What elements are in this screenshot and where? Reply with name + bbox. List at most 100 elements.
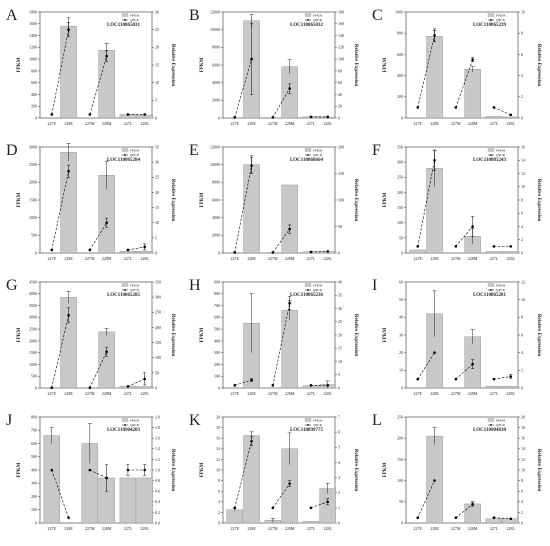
qpcr-point — [288, 482, 291, 485]
left-tick-label: 4500 — [29, 279, 37, 284]
legend-fpkm-label: FPKM — [313, 14, 322, 18]
qpcr-line — [51, 469, 69, 518]
left-tick-label: 0 — [218, 520, 220, 525]
legend-qpcr-marker — [490, 19, 492, 21]
panel-G: GLOC110865285FPKMQPCR0500100015002000250… — [6, 277, 175, 396]
qpcr-point — [88, 248, 92, 252]
legend-qpcr-marker — [307, 424, 309, 426]
qpcr-line — [89, 351, 107, 388]
qpcr-point — [67, 516, 70, 519]
right-tick-label: 1.4 — [155, 446, 160, 451]
panel-F: FLOC110885243FPKMQPCR0501001502002503003… — [372, 142, 541, 261]
left-tick-label: 800 — [31, 68, 37, 73]
panel-letter: K — [189, 412, 201, 429]
fpkm-bar — [119, 477, 137, 524]
qpcr-line — [493, 517, 511, 520]
category-label: 228M — [468, 121, 478, 126]
qpcr-point — [471, 58, 474, 61]
y-axis-label-left: FPKM — [200, 192, 205, 207]
right-tick-label: 2.0 — [155, 414, 160, 419]
category-label: 228E — [247, 526, 256, 531]
legend-fpkm-swatch — [487, 418, 495, 422]
category-label: 227L — [124, 256, 133, 261]
qpcr-line — [493, 376, 511, 380]
right-tick-label: 5 — [338, 445, 340, 450]
right-tick-label: 15 — [338, 346, 342, 351]
y-axis-label-right: Relative Expression — [170, 44, 175, 86]
category-label: 227E — [48, 526, 57, 531]
legend-fpkm-swatch — [487, 13, 495, 17]
left-tick-label: 0 — [218, 385, 220, 390]
qpcr-line — [455, 226, 473, 247]
y-axis-label-left: FPKM — [383, 192, 388, 207]
panel-letter: B — [189, 7, 200, 24]
left-tick-label: 500 — [31, 374, 37, 379]
right-tick-label: 6 — [521, 332, 523, 337]
right-tick-label: 10 — [521, 467, 525, 472]
qpcr-point — [126, 113, 130, 116]
left-tick-label: 50 — [399, 499, 403, 504]
qpcr-point — [105, 350, 108, 353]
legend-qpcr-label: QPCR — [496, 288, 506, 292]
left-tick-label: 600 — [397, 52, 403, 57]
panel-B: BLOC110865032FPKMQPCR0200040006000800010… — [189, 7, 358, 126]
category-label: 227E — [231, 526, 240, 531]
qpcr-point — [288, 227, 291, 231]
fpkm-bar — [464, 503, 481, 524]
right-tick-label: 4 — [521, 499, 523, 504]
category-label: 228E — [247, 391, 256, 396]
legend-qpcr-label: QPCR — [313, 18, 323, 22]
right-tick-label: 0.6 — [155, 489, 160, 494]
category-label: 228M — [285, 121, 295, 126]
right-tick-label: 14 — [521, 158, 525, 163]
qpcr-point — [326, 250, 330, 253]
left-tick-label: 250 — [397, 175, 403, 180]
fpkm-bar — [119, 251, 137, 254]
category-label: 228E — [247, 256, 256, 261]
category-label: 228E — [64, 526, 73, 531]
category-label: 227M — [451, 526, 461, 531]
panel-letter: H — [189, 277, 201, 294]
fpkm-bar — [136, 386, 153, 389]
right-tick-label: 1.0 — [155, 467, 160, 472]
qpcr-point — [233, 251, 237, 254]
category-label: 228L — [140, 256, 149, 261]
left-tick-label: 4000 — [212, 80, 220, 85]
category-label: 227L — [124, 391, 133, 396]
panel-H: HLOC110865236FPKMQPCR0100200300400500600… — [189, 277, 358, 396]
right-tick-label: 10 — [521, 9, 525, 14]
left-tick-label: 0 — [35, 385, 37, 390]
category-label: 227M — [85, 391, 95, 396]
fpkm-bar — [302, 521, 320, 524]
qpcr-point — [233, 506, 237, 510]
left-tick-label: 30 — [399, 332, 403, 337]
left-tick-label: 1500 — [29, 350, 37, 355]
category-label: 227E — [48, 121, 57, 126]
qpcr-point — [67, 169, 70, 173]
y-axis-label-right: Relative Expression — [353, 449, 358, 491]
left-tick-label: 300 — [397, 160, 403, 165]
right-tick-label: 0.4 — [155, 499, 160, 504]
category-label: 227M — [85, 121, 95, 126]
category-label: 227L — [307, 391, 316, 396]
category-label: 228M — [102, 121, 112, 126]
y-axis-label-right: Relative Expression — [170, 314, 175, 356]
left-tick-label: 10000 — [210, 162, 220, 167]
fpkm-bar — [464, 69, 481, 119]
fpkm-bar — [485, 251, 503, 254]
left-tick-label: 50 — [399, 235, 403, 240]
y-axis-label-left: FPKM — [383, 327, 388, 342]
right-tick-label: 180 — [338, 9, 344, 14]
category-label: 227E — [231, 256, 240, 261]
y-axis-label-right: Relative Expression — [536, 314, 541, 356]
gene-title: LOC110868664 — [290, 158, 324, 163]
right-tick-label: 60 — [338, 80, 342, 85]
right-tick-label: 0 — [521, 520, 523, 525]
legend-qpcr-marker — [490, 154, 492, 156]
left-tick-label: 100 — [397, 220, 403, 225]
qpcr-point — [271, 384, 275, 387]
left-tick-label: 500 — [31, 233, 37, 238]
